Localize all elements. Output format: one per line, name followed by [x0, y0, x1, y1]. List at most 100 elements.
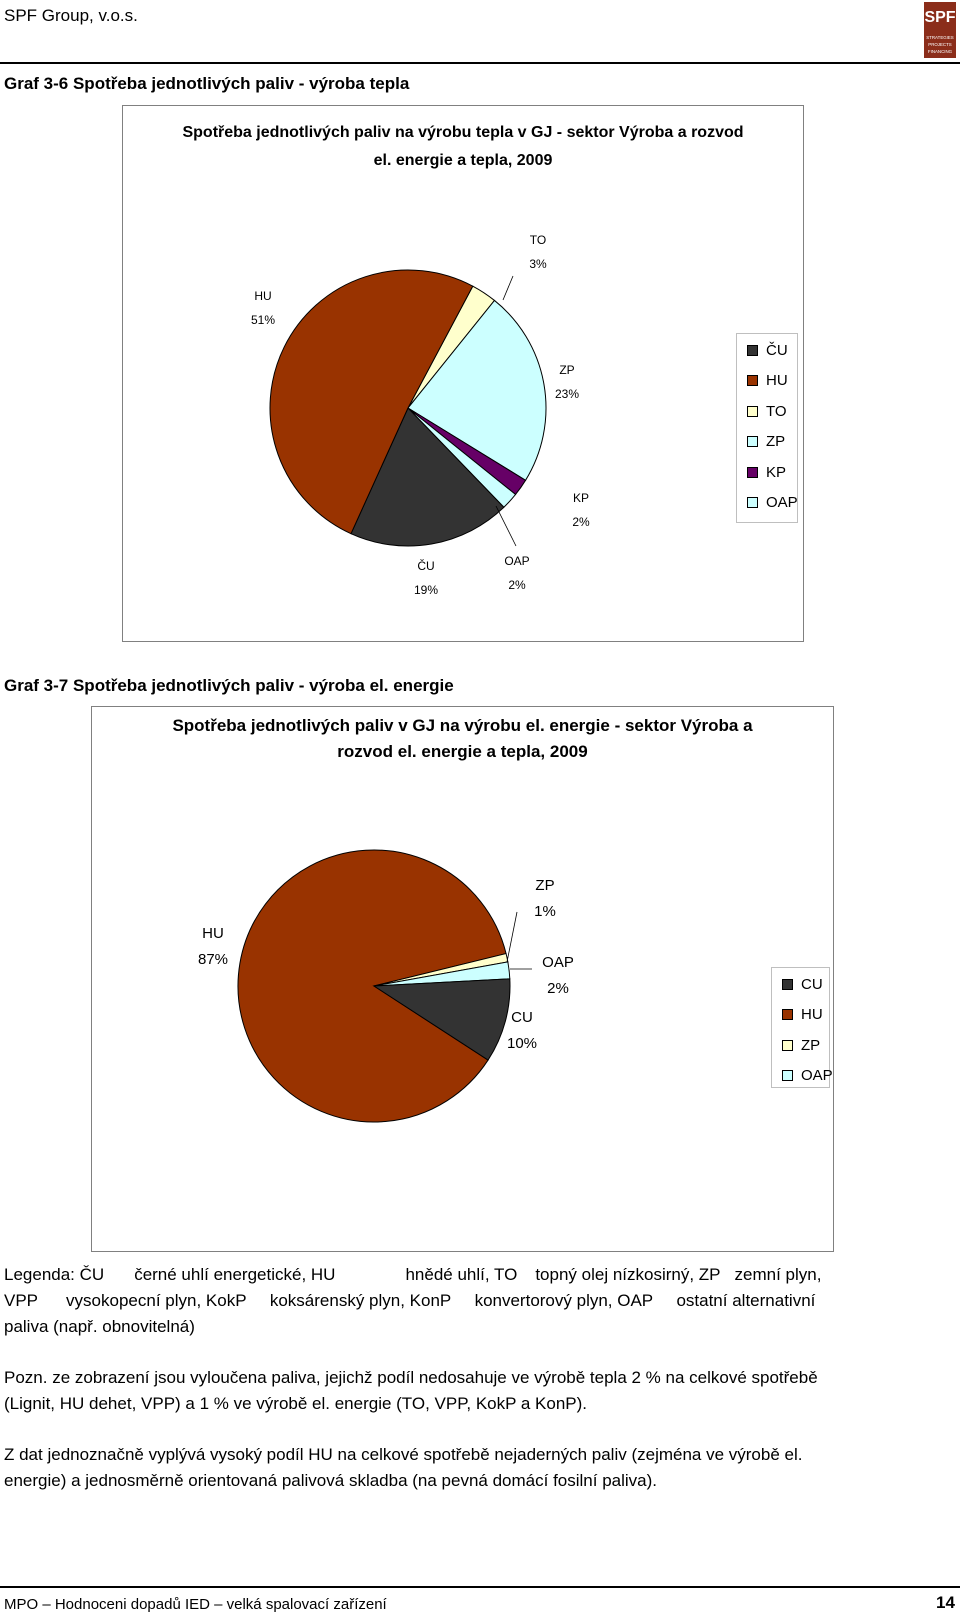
- slice-label-to: TO 3%: [518, 228, 558, 276]
- conclusion-line2: energie) a jednosměrně orientovaná paliv…: [4, 1471, 657, 1490]
- leader-line-1: [495, 505, 517, 547]
- slice-label-oap: OAP 2%: [497, 549, 537, 597]
- header-company: SPF Group, v.o.s.: [4, 6, 138, 25]
- slice2-label-cu-name: CU: [511, 1009, 533, 1026]
- graf-caption-electricity: Graf 3-7 Spotřeba jednotlivých paliv - v…: [4, 676, 454, 695]
- legend2-swatch-hu: [782, 1008, 793, 1020]
- leader-line-0: [506, 911, 518, 963]
- slice-label-cu-value: 19%: [413, 583, 439, 597]
- legend-item-oap: OAP: [747, 493, 798, 511]
- slice2-label-oap: OAP 2%: [533, 950, 583, 1002]
- legend2-label-oap: OAP: [801, 1066, 833, 1084]
- slice2-label-cu: CU 10%: [499, 1005, 545, 1057]
- legend-item-to: TO: [747, 402, 787, 420]
- chart-electricity-legend: CU HU ZP OAP: [771, 967, 833, 1088]
- pie-slice-hu: [237, 849, 507, 1123]
- chart-electricity: Spotřeba jednotlivých paliv v GJ na výro…: [91, 706, 834, 1252]
- legend-label-hu: HU: [766, 371, 788, 389]
- chart-heat-title-line1: Spotřeba jednotlivých paliv na výrobu te…: [182, 124, 744, 141]
- legend-swatch-to: [747, 405, 758, 417]
- conclusion-line1: Z dat jednoznačně vyplývá vysoký podíl H…: [4, 1445, 803, 1464]
- company-logo: SPF STRATEGIES PROJECTS FINANCING: [924, 2, 956, 58]
- chart-heat: Spotřeba jednotlivých paliv na výrobu te…: [122, 105, 804, 642]
- slice-label-kp-name: KP: [572, 491, 589, 505]
- legend2-swatch-cu: [782, 978, 793, 990]
- footer-text: MPO – Hodnoceni dopadů IED – velká spalo…: [4, 1596, 387, 1613]
- legend-swatch-oap: [747, 496, 758, 508]
- legend2-item-oap: OAP: [782, 1066, 833, 1084]
- legend-label-oap: OAP: [766, 493, 798, 511]
- slice2-label-zp: ZP 1%: [522, 873, 568, 925]
- legend-label-to: TO: [766, 402, 787, 420]
- legend-swatch-cu: [747, 344, 758, 356]
- slice-label-cu-name: ČU: [417, 559, 435, 573]
- note-line1: Pozn. ze zobrazení jsou vyloučena paliva…: [4, 1368, 818, 1387]
- slice2-label-zp-value: 1%: [534, 903, 556, 920]
- legend-swatch-kp: [747, 466, 758, 478]
- legend-label-cu: ČU: [766, 341, 788, 359]
- chart-electricity-pie: [237, 849, 532, 1123]
- legend2-label-zp: ZP: [801, 1036, 821, 1054]
- chart-heat-title-line2: el. energie a tepla, 2009: [373, 152, 553, 169]
- slice2-label-hu: HU 87%: [190, 921, 236, 973]
- graf-caption-heat: Graf 3-6 Spotřeba jednotlivých paliv - v…: [4, 74, 410, 93]
- slice-label-cu: ČU 19%: [406, 554, 446, 602]
- legend-label-kp: KP: [766, 463, 787, 481]
- slice-label-hu: HU 51%: [243, 284, 283, 332]
- chart-heat-legend: ČU HU TO ZP KP OAP: [736, 333, 798, 523]
- legend-desc-cu: černé uhlí energetické, HU: [134, 1265, 336, 1284]
- logo-tagline-3: FINANCING: [928, 49, 953, 54]
- legend2-swatch-oap: [782, 1069, 793, 1081]
- chart-heat-pie: [269, 269, 547, 547]
- legend2-item-cu: CU: [782, 975, 823, 993]
- note-line2: (Lignit, HU dehet, VPP) a 1 % ve výrobě …: [4, 1394, 588, 1413]
- pie-slice-u: [350, 407, 505, 547]
- slice-label-oap-value: 2%: [508, 578, 526, 592]
- slice2-label-oap-name: OAP: [542, 954, 574, 971]
- slice-label-to-name: TO: [529, 233, 547, 247]
- pie-slice-zp: [407, 299, 547, 481]
- legend-item-zp: ZP: [747, 432, 785, 450]
- logo-letters: SPF: [924, 9, 955, 26]
- header-divider: [0, 62, 960, 64]
- legend-desc-to: topný olej nízkosirný, ZP: [535, 1265, 721, 1284]
- legend2-label-cu: CU: [801, 975, 823, 993]
- legend-paragraph-line3: paliva (např. obnovitelná): [4, 1317, 195, 1336]
- slice2-label-hu-name: HU: [202, 925, 224, 942]
- chart-electricity-title-line2: rozvod el. energie a tepla, 2009: [337, 742, 588, 761]
- pie-slice-hu: [269, 269, 474, 535]
- slice-label-to-value: 3%: [529, 257, 547, 271]
- legend-desc-zp: zemní plyn,: [734, 1265, 822, 1284]
- slice-label-hu-value: 51%: [250, 313, 276, 327]
- footer-divider: [0, 1586, 960, 1588]
- page-number: 14: [936, 1593, 955, 1612]
- slice-label-zp-name: ZP: [559, 363, 575, 377]
- slice-label-zp-value: 23%: [554, 387, 580, 401]
- legend-label-zp: ZP: [766, 432, 786, 450]
- legend2-swatch-zp: [782, 1039, 793, 1051]
- legend-abbr-cu: Legenda: ČU: [4, 1265, 105, 1284]
- logo-tagline-2: PROJECTS: [928, 42, 951, 47]
- legend-item-kp: KP: [747, 463, 786, 481]
- logo-tagline-1: STRATEGIES: [926, 35, 954, 40]
- pie-slice-cu: [372, 978, 511, 1061]
- legend-item-hu: HU: [747, 371, 788, 389]
- legend-paragraph-line1: Legenda: ČU černé uhlí energetické, HU hně…: [4, 1262, 954, 1288]
- legend2-item-zp: ZP: [782, 1036, 820, 1054]
- leader-line-0: [502, 275, 514, 301]
- legend-item-cu: ČU: [747, 341, 788, 359]
- legend2-label-hu: HU: [801, 1005, 823, 1023]
- slice2-label-hu-value: 87%: [197, 951, 229, 968]
- slice2-label-zp-name: ZP: [535, 877, 555, 894]
- legend-desc-hu: hnědé uhlí, TO: [405, 1265, 518, 1284]
- legend-swatch-hu: [747, 374, 758, 386]
- slice2-label-cu-value: 10%: [506, 1035, 538, 1052]
- legend-swatch-zp: [747, 435, 758, 447]
- slice-label-oap-name: OAP: [504, 554, 530, 568]
- slice-label-kp: KP 2%: [561, 486, 601, 534]
- slice-label-kp-value: 2%: [572, 515, 590, 529]
- slice2-label-oap-value: 2%: [547, 980, 569, 997]
- slice-label-zp: ZP 23%: [547, 358, 587, 406]
- legend2-item-hu: HU: [782, 1005, 823, 1023]
- legend-paragraph-line2: VPP vysokopecní plyn, KokP koksárenský p…: [4, 1291, 816, 1310]
